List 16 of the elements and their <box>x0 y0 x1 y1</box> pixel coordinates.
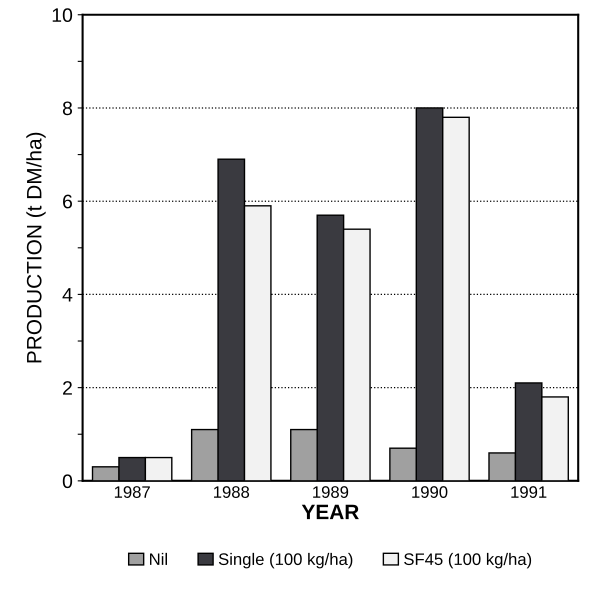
x-axis-title: YEAR <box>302 504 359 520</box>
legend-label: Nil <box>150 552 167 565</box>
x-tick-label: 1987 <box>114 486 150 498</box>
x-tick-label: 1988 <box>214 486 250 498</box>
y-tick-label: 6 <box>63 194 72 208</box>
y-tick-label: 4 <box>62 288 72 302</box>
x-tick-label: 1989 <box>313 486 348 498</box>
y-tick-label: 8 <box>62 101 72 116</box>
y-axis-title: PRODUCTION (t DM/ha) <box>26 132 46 362</box>
legend-label: SF45 (100 kg/ha) <box>404 552 532 568</box>
x-tick-label: 1990 <box>412 486 448 498</box>
y-tick-label: 2 <box>63 381 72 395</box>
x-tick-label: 1991 <box>511 486 546 498</box>
y-tick-label: 10 <box>52 8 72 22</box>
legend-label: Single (100 kg/ha) <box>218 552 352 568</box>
y-tick-label: 0 <box>62 474 72 488</box>
